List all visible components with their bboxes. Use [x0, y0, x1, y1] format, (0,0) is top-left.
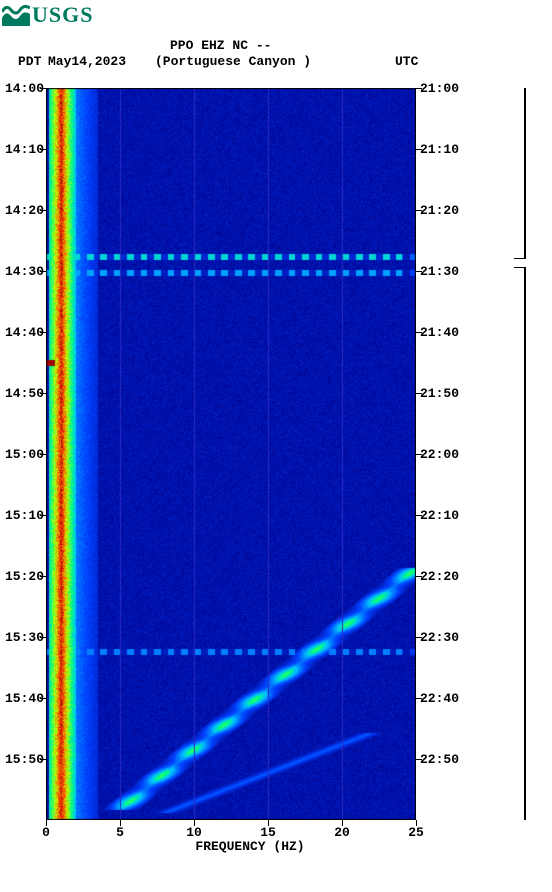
- x-tick-label: 25: [408, 825, 424, 840]
- usgs-wave-icon: [2, 4, 30, 26]
- usgs-logo-text: USGS: [32, 2, 93, 28]
- y-right-tick-label: 21:00: [420, 81, 459, 96]
- y-left-tick-label: 14:00: [0, 81, 44, 96]
- y-left-tick-label: 15:00: [0, 447, 44, 462]
- y-left-tick-label: 14:10: [0, 142, 44, 157]
- spectrogram-plot: [46, 88, 416, 820]
- y-right-tick-label: 22:30: [420, 630, 459, 645]
- station-line: PPO EHZ NC --: [170, 38, 271, 53]
- tz-right-label: UTC: [395, 54, 418, 69]
- y-right-tick-label: 21:10: [420, 142, 459, 157]
- y-left-tick-label: 14:20: [0, 203, 44, 218]
- y-right-tick-label: 21:40: [420, 325, 459, 340]
- location-label: (Portuguese Canyon ): [155, 54, 311, 69]
- y-left-tick-label: 14:50: [0, 386, 44, 401]
- y-left-tick-label: 14:40: [0, 325, 44, 340]
- x-axis-label: FREQUENCY (HZ): [170, 839, 330, 854]
- y-left-tick-label: 14:30: [0, 264, 44, 279]
- page: USGS PPO EHZ NC -- PDT May14,2023 (Portu…: [0, 0, 552, 892]
- y-left-tick-label: 15:50: [0, 752, 44, 767]
- y-right-tick-label: 22:40: [420, 691, 459, 706]
- y-right-tick-label: 22:10: [420, 508, 459, 523]
- spectrogram-canvas: [46, 88, 416, 820]
- x-tick-label: 20: [334, 825, 350, 840]
- x-tick-label: 5: [116, 825, 124, 840]
- tz-left-label: PDT: [18, 54, 41, 69]
- usgs-logo: USGS: [2, 2, 93, 28]
- date-label: May14,2023: [48, 54, 126, 69]
- y-right-tick-label: 22:50: [420, 752, 459, 767]
- y-left-tick-label: 15:20: [0, 569, 44, 584]
- y-left-tick-label: 15:30: [0, 630, 44, 645]
- y-right-tick-label: 22:20: [420, 569, 459, 584]
- y-left-tick-label: 15:40: [0, 691, 44, 706]
- x-tick-label: 0: [42, 825, 50, 840]
- y-right-tick-label: 22:00: [420, 447, 459, 462]
- x-tick-label: 15: [260, 825, 276, 840]
- y-left-tick-label: 15:10: [0, 508, 44, 523]
- y-right-tick-label: 21:30: [420, 264, 459, 279]
- y-right-tick-label: 21:20: [420, 203, 459, 218]
- x-tick-label: 10: [186, 825, 202, 840]
- y-right-tick-label: 21:50: [420, 386, 459, 401]
